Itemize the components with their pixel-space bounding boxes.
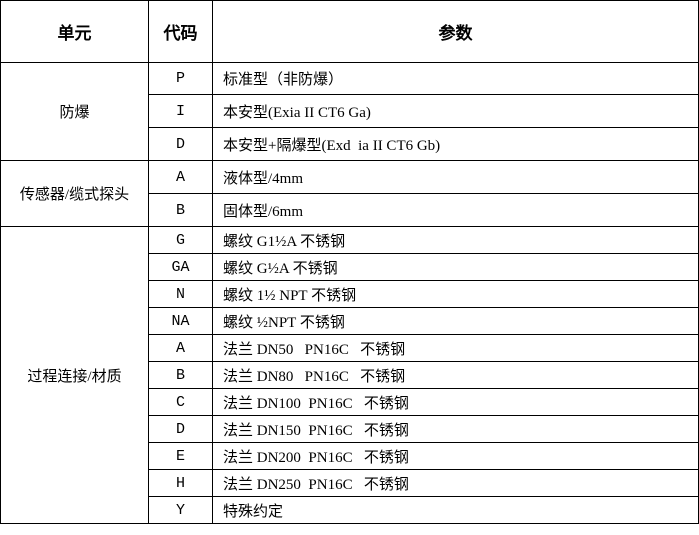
code-cell: C <box>148 388 213 416</box>
code-cell: H <box>148 469 213 497</box>
table-row: Y 特殊约定 <box>1 496 699 524</box>
code-cell: G <box>148 226 213 254</box>
spec-table: 单元 代码 参数 防爆 P 标准型（非防爆） I 本安型(Exia II CT6 Ga)… <box>0 0 699 524</box>
code-cell: GA <box>148 253 213 281</box>
param-cell: 特殊约定 <box>212 496 699 524</box>
code-cell: B <box>148 361 213 389</box>
code-cell: I <box>148 94 213 128</box>
unit-cell: 过程连接/材质 <box>0 226 149 524</box>
param-cell: 法兰 DN80 PN16C 不锈钢 <box>212 361 699 389</box>
param-cell: 法兰 DN150 PN16C 不锈钢 <box>212 415 699 443</box>
table-row: 过程连接/材质 G 螺纹 G1½A 不锈钢 <box>0 226 699 524</box>
table-row: A 法兰 DN50 PN16C 不锈钢 <box>1 334 699 362</box>
table-row: 传感器/缆式探头 A 液体型/4mm <box>0 160 699 227</box>
table-row: D 本安型+隔爆型(Exd ia II CT6 Gb) <box>1 127 699 161</box>
param-cell: 液体型/4mm <box>212 160 699 194</box>
table-row: C 法兰 DN100 PN16C 不锈钢 <box>1 388 699 416</box>
code-cell: NA <box>148 307 213 335</box>
code-cell: D <box>148 415 213 443</box>
table-row: E 法兰 DN200 PN16C 不锈钢 <box>1 442 699 470</box>
param-cell: 本安型+隔爆型(Exd ia II CT6 Gb) <box>212 127 699 161</box>
param-cell: 法兰 DN100 PN16C 不锈钢 <box>212 388 699 416</box>
header-cell: 单元 <box>0 0 149 63</box>
param-cell: 法兰 DN50 PN16C 不锈钢 <box>212 334 699 362</box>
param-cell: 固体型/6mm <box>212 193 699 227</box>
header-cell: 参数 <box>212 0 699 63</box>
param-cell: 螺纹 1½ NPT 不锈钢 <box>212 280 699 308</box>
code-cell: A <box>148 334 213 362</box>
code-cell: Y <box>148 496 213 524</box>
code-cell: D <box>148 127 213 161</box>
param-cell: 螺纹 ½NPT 不锈钢 <box>212 307 699 335</box>
unit-cell: 传感器/缆式探头 <box>0 160 149 227</box>
table-row: B 法兰 DN80 PN16C 不锈钢 <box>1 361 699 389</box>
param-cell: 螺纹 G½A 不锈钢 <box>212 253 699 281</box>
code-cell: E <box>148 442 213 470</box>
code-cell: N <box>148 280 213 308</box>
code-cell: B <box>148 193 213 227</box>
table-row: B 固体型/6mm <box>1 193 699 227</box>
table-row: H 法兰 DN250 PN16C 不锈钢 <box>1 469 699 497</box>
code-cell: P <box>148 62 213 95</box>
param-cell: 标准型（非防爆） <box>212 62 699 95</box>
table-row: NA 螺纹 ½NPT 不锈钢 <box>1 307 699 335</box>
header-cell: 代码 <box>148 0 213 63</box>
param-cell: 本安型(Exia II CT6 Ga) <box>212 94 699 128</box>
table-row: GA 螺纹 G½A 不锈钢 <box>1 253 699 281</box>
code-cell: A <box>148 160 213 194</box>
header-row: 单元 代码 参数 <box>0 0 699 63</box>
param-cell: 法兰 DN200 PN16C 不锈钢 <box>212 442 699 470</box>
param-cell: 螺纹 G1½A 不锈钢 <box>212 226 699 254</box>
unit-cell: 防爆 <box>0 62 149 161</box>
param-cell: 法兰 DN250 PN16C 不锈钢 <box>212 469 699 497</box>
table-row: 防爆 P 标准型（非防爆） <box>0 62 699 161</box>
table-body: 防爆 P 标准型（非防爆） I 本安型(Exia II CT6 Ga) D 本安型+隔爆型(… <box>0 62 699 524</box>
